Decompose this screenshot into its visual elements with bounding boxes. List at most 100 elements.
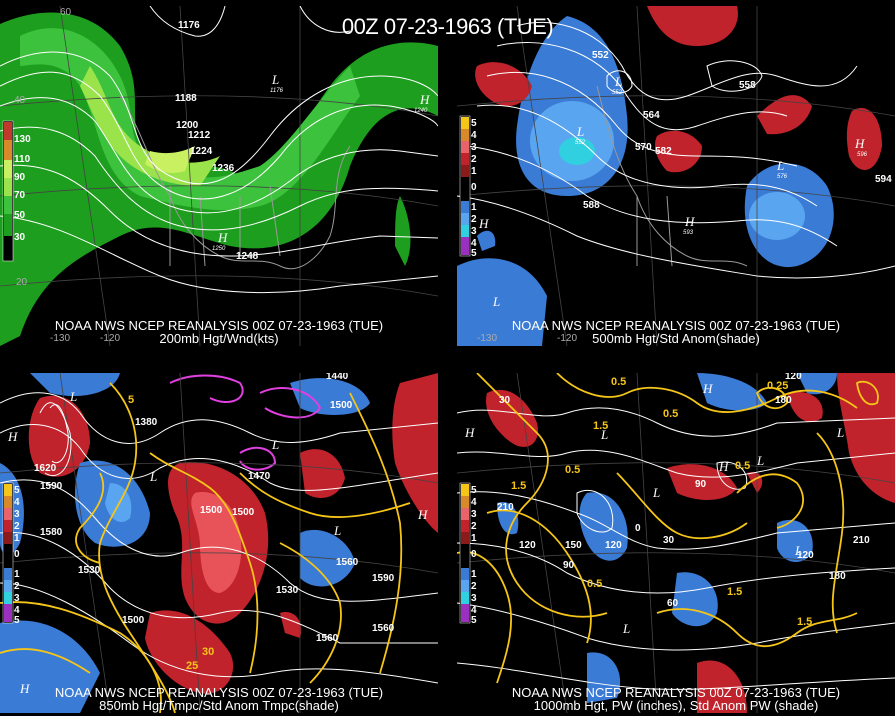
svg-text:1: 1 bbox=[14, 569, 20, 580]
legend-labels-850mb: 5 4 3 2 1 0 1 2 3 4 5 bbox=[14, 485, 20, 626]
svg-text:H: H bbox=[417, 507, 428, 522]
svg-text:L: L bbox=[492, 294, 500, 309]
panel-subtitle: 850mb Hgt/Tmpc/Std Anom Tmpc(shade) bbox=[99, 698, 339, 713]
svg-text:120: 120 bbox=[519, 540, 536, 551]
svg-text:552: 552 bbox=[575, 140, 586, 146]
svg-text:L: L bbox=[756, 453, 764, 468]
svg-text:2: 2 bbox=[14, 581, 20, 592]
svg-text:1: 1 bbox=[471, 569, 477, 580]
svg-text:4: 4 bbox=[14, 605, 20, 616]
svg-text:570: 570 bbox=[635, 142, 652, 153]
svg-text:H: H bbox=[854, 136, 865, 151]
legend-label: 110 bbox=[14, 154, 31, 165]
svg-text:H: H bbox=[7, 429, 18, 444]
legend-label: 50 bbox=[14, 210, 26, 221]
panel-1000mb: 5 4 3 2 1 0 1 2 3 4 5 0.5 0.5 1.5 0.25 0… bbox=[457, 373, 895, 713]
svg-text:552: 552 bbox=[592, 50, 609, 61]
svg-text:L: L bbox=[271, 437, 279, 452]
svg-text:H: H bbox=[19, 681, 30, 696]
svg-text:1560: 1560 bbox=[316, 633, 339, 644]
svg-text:588: 588 bbox=[583, 200, 600, 211]
svg-text:3: 3 bbox=[471, 509, 477, 520]
svg-text:1500: 1500 bbox=[200, 505, 223, 516]
svg-text:0.5: 0.5 bbox=[587, 578, 602, 590]
svg-text:5: 5 bbox=[128, 394, 134, 406]
svg-text:1580: 1580 bbox=[40, 527, 63, 538]
svg-text:0.25: 0.25 bbox=[767, 380, 788, 392]
map-200mb: 130 110 90 70 50 30 1176 1188 1200 1212 … bbox=[0, 6, 438, 346]
svg-text:4: 4 bbox=[471, 130, 477, 141]
svg-text:1620: 1620 bbox=[34, 463, 57, 474]
svg-text:L: L bbox=[69, 389, 77, 404]
svg-text:25: 25 bbox=[186, 660, 198, 672]
svg-text:3: 3 bbox=[471, 593, 477, 604]
contour-label: 1248 bbox=[236, 251, 259, 262]
svg-text:180: 180 bbox=[829, 571, 846, 582]
contour-label: 1176 bbox=[178, 20, 200, 31]
panel-caption: NOAA NWS NCEP REANALYSIS 00Z 07-23-1963 … bbox=[54, 318, 384, 333]
svg-text:4: 4 bbox=[14, 497, 20, 508]
legend-label: 30 bbox=[14, 232, 26, 243]
svg-text:576: 576 bbox=[777, 174, 788, 180]
legend-labels-500mb: 5 4 3 2 1 0 1 2 3 4 5 bbox=[471, 118, 477, 259]
svg-text:3: 3 bbox=[471, 226, 477, 237]
map-850mb: 5 4 3 2 1 0 1 2 3 4 5 1380 1440 1500 150… bbox=[0, 373, 438, 713]
svg-text:60: 60 bbox=[667, 598, 679, 609]
svg-text:4: 4 bbox=[471, 605, 477, 616]
panel-caption: NOAA NWS NCEP REANALYSIS 00Z 07-23-1963 … bbox=[511, 318, 841, 333]
svg-text:3: 3 bbox=[471, 142, 477, 153]
svg-text:H: H bbox=[464, 425, 475, 440]
svg-text:L: L bbox=[271, 72, 279, 87]
svg-text:0: 0 bbox=[635, 523, 641, 534]
svg-text:0.5: 0.5 bbox=[663, 408, 678, 420]
svg-text:40: 40 bbox=[14, 95, 26, 106]
legend-label: 70 bbox=[14, 190, 26, 201]
svg-text:-120: -120 bbox=[100, 333, 120, 344]
svg-text:1590: 1590 bbox=[372, 573, 395, 584]
svg-text:593: 593 bbox=[683, 230, 694, 236]
svg-text:596: 596 bbox=[857, 152, 868, 158]
svg-text:1: 1 bbox=[471, 533, 477, 544]
svg-text:H: H bbox=[419, 92, 430, 107]
svg-text:210: 210 bbox=[853, 535, 870, 546]
contour-label: 1240 bbox=[414, 108, 428, 114]
svg-text:H: H bbox=[684, 214, 695, 229]
chart-title: 00Z 07-23-1963 (TUE) bbox=[341, 14, 554, 39]
panel-500mb: 5 4 3 2 1 0 1 2 3 4 5 552 558 564 570 58… bbox=[457, 6, 895, 346]
panel-caption: NOAA NWS NCEP REANALYSIS 00Z 07-23-1963 … bbox=[511, 685, 841, 700]
contour-label: 1200 bbox=[176, 120, 199, 131]
panel-caption: NOAA NWS NCEP REANALYSIS 00Z 07-23-1963 … bbox=[54, 685, 384, 700]
svg-text:1.5: 1.5 bbox=[797, 616, 812, 628]
legend-labels-1000mb: 5 4 3 2 1 0 1 2 3 4 5 bbox=[471, 485, 477, 626]
svg-text:2: 2 bbox=[14, 521, 20, 532]
panel-subtitle: 200mb Hgt/Wnd(kts) bbox=[159, 331, 279, 346]
svg-text:5: 5 bbox=[14, 615, 20, 626]
svg-text:2: 2 bbox=[471, 581, 477, 592]
svg-text:552: 552 bbox=[612, 90, 623, 96]
svg-text:3: 3 bbox=[14, 509, 20, 520]
svg-text:L: L bbox=[614, 74, 622, 89]
svg-text:1530: 1530 bbox=[78, 565, 101, 576]
svg-text:L: L bbox=[149, 469, 157, 484]
svg-text:582: 582 bbox=[655, 146, 672, 157]
svg-text:L: L bbox=[776, 158, 784, 173]
panel-200mb: 130 110 90 70 50 30 1176 1188 1200 1212 … bbox=[0, 6, 438, 346]
svg-text:1: 1 bbox=[471, 202, 477, 213]
svg-text:5: 5 bbox=[471, 118, 477, 129]
svg-text:H: H bbox=[718, 459, 729, 474]
svg-text:5: 5 bbox=[471, 485, 477, 496]
svg-text:L: L bbox=[600, 427, 608, 442]
svg-text:H: H bbox=[702, 381, 713, 396]
contour-label: 1176 bbox=[270, 88, 284, 94]
svg-text:30: 30 bbox=[202, 646, 214, 658]
svg-text:0.5: 0.5 bbox=[735, 460, 750, 472]
legend-label: 90 bbox=[14, 172, 26, 183]
svg-text:3: 3 bbox=[14, 593, 20, 604]
svg-text:1560: 1560 bbox=[336, 557, 359, 568]
svg-text:90: 90 bbox=[695, 479, 707, 490]
svg-text:5: 5 bbox=[471, 248, 477, 259]
svg-text:0: 0 bbox=[471, 182, 477, 193]
map-500mb: 5 4 3 2 1 0 1 2 3 4 5 552 558 564 570 58… bbox=[457, 6, 895, 346]
svg-text:0.5: 0.5 bbox=[611, 376, 626, 388]
svg-text:1590: 1590 bbox=[40, 481, 63, 492]
